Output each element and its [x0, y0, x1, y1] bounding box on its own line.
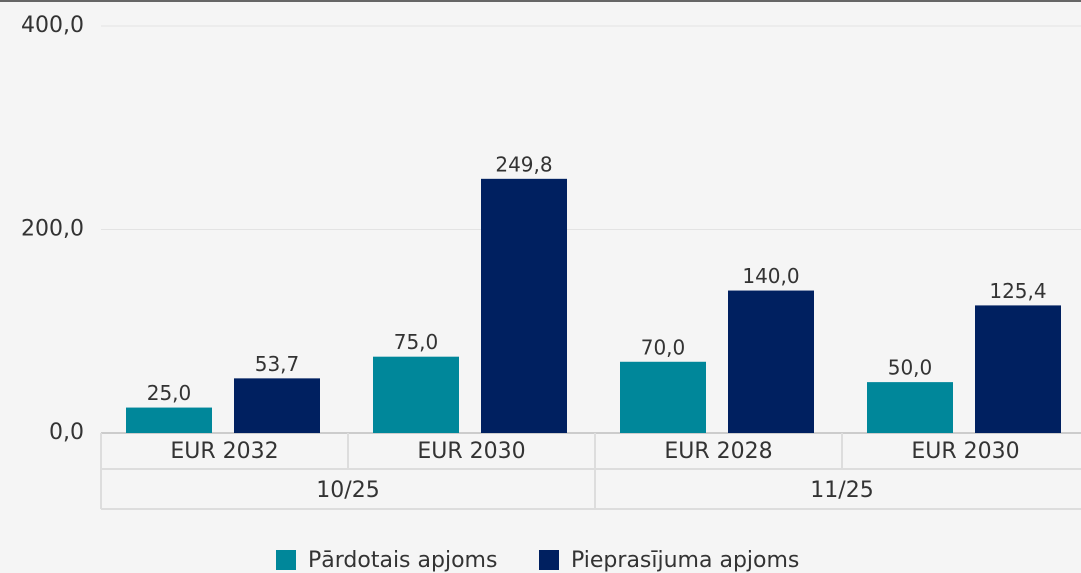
value-label: 25,0 — [147, 381, 192, 405]
value-label: 75,0 — [394, 330, 439, 354]
x-tick-label: EUR 2030 — [417, 439, 525, 464]
bar — [975, 305, 1061, 433]
bar — [234, 378, 320, 433]
value-label: 249,8 — [495, 152, 552, 176]
bar — [728, 290, 814, 433]
x-tick-label: EUR 2030 — [911, 439, 1019, 464]
value-label: 125,4 — [989, 279, 1046, 303]
bar — [620, 361, 706, 433]
x-tick-label: EUR 2028 — [664, 439, 772, 464]
y-tick-label: 200,0 — [21, 217, 84, 242]
bar — [126, 407, 212, 433]
value-label: 140,0 — [742, 264, 799, 288]
legend-swatch — [276, 550, 296, 570]
x-tick-label: EUR 2032 — [170, 439, 278, 464]
bar — [373, 356, 459, 433]
value-label: 53,7 — [255, 352, 300, 376]
legend-label: Pieprasījuma apjoms — [571, 548, 799, 573]
value-label: 70,0 — [641, 335, 686, 359]
legend-swatch — [539, 550, 559, 570]
group-label: 11/25 — [810, 478, 873, 503]
y-tick-label: 400,0 — [21, 13, 84, 38]
bar — [867, 382, 953, 433]
group-label: 10/25 — [316, 478, 379, 503]
value-label: 50,0 — [888, 356, 933, 380]
bar — [481, 178, 567, 433]
legend-label: Pārdotais apjoms — [308, 548, 497, 573]
y-tick-label: 0,0 — [49, 420, 84, 445]
